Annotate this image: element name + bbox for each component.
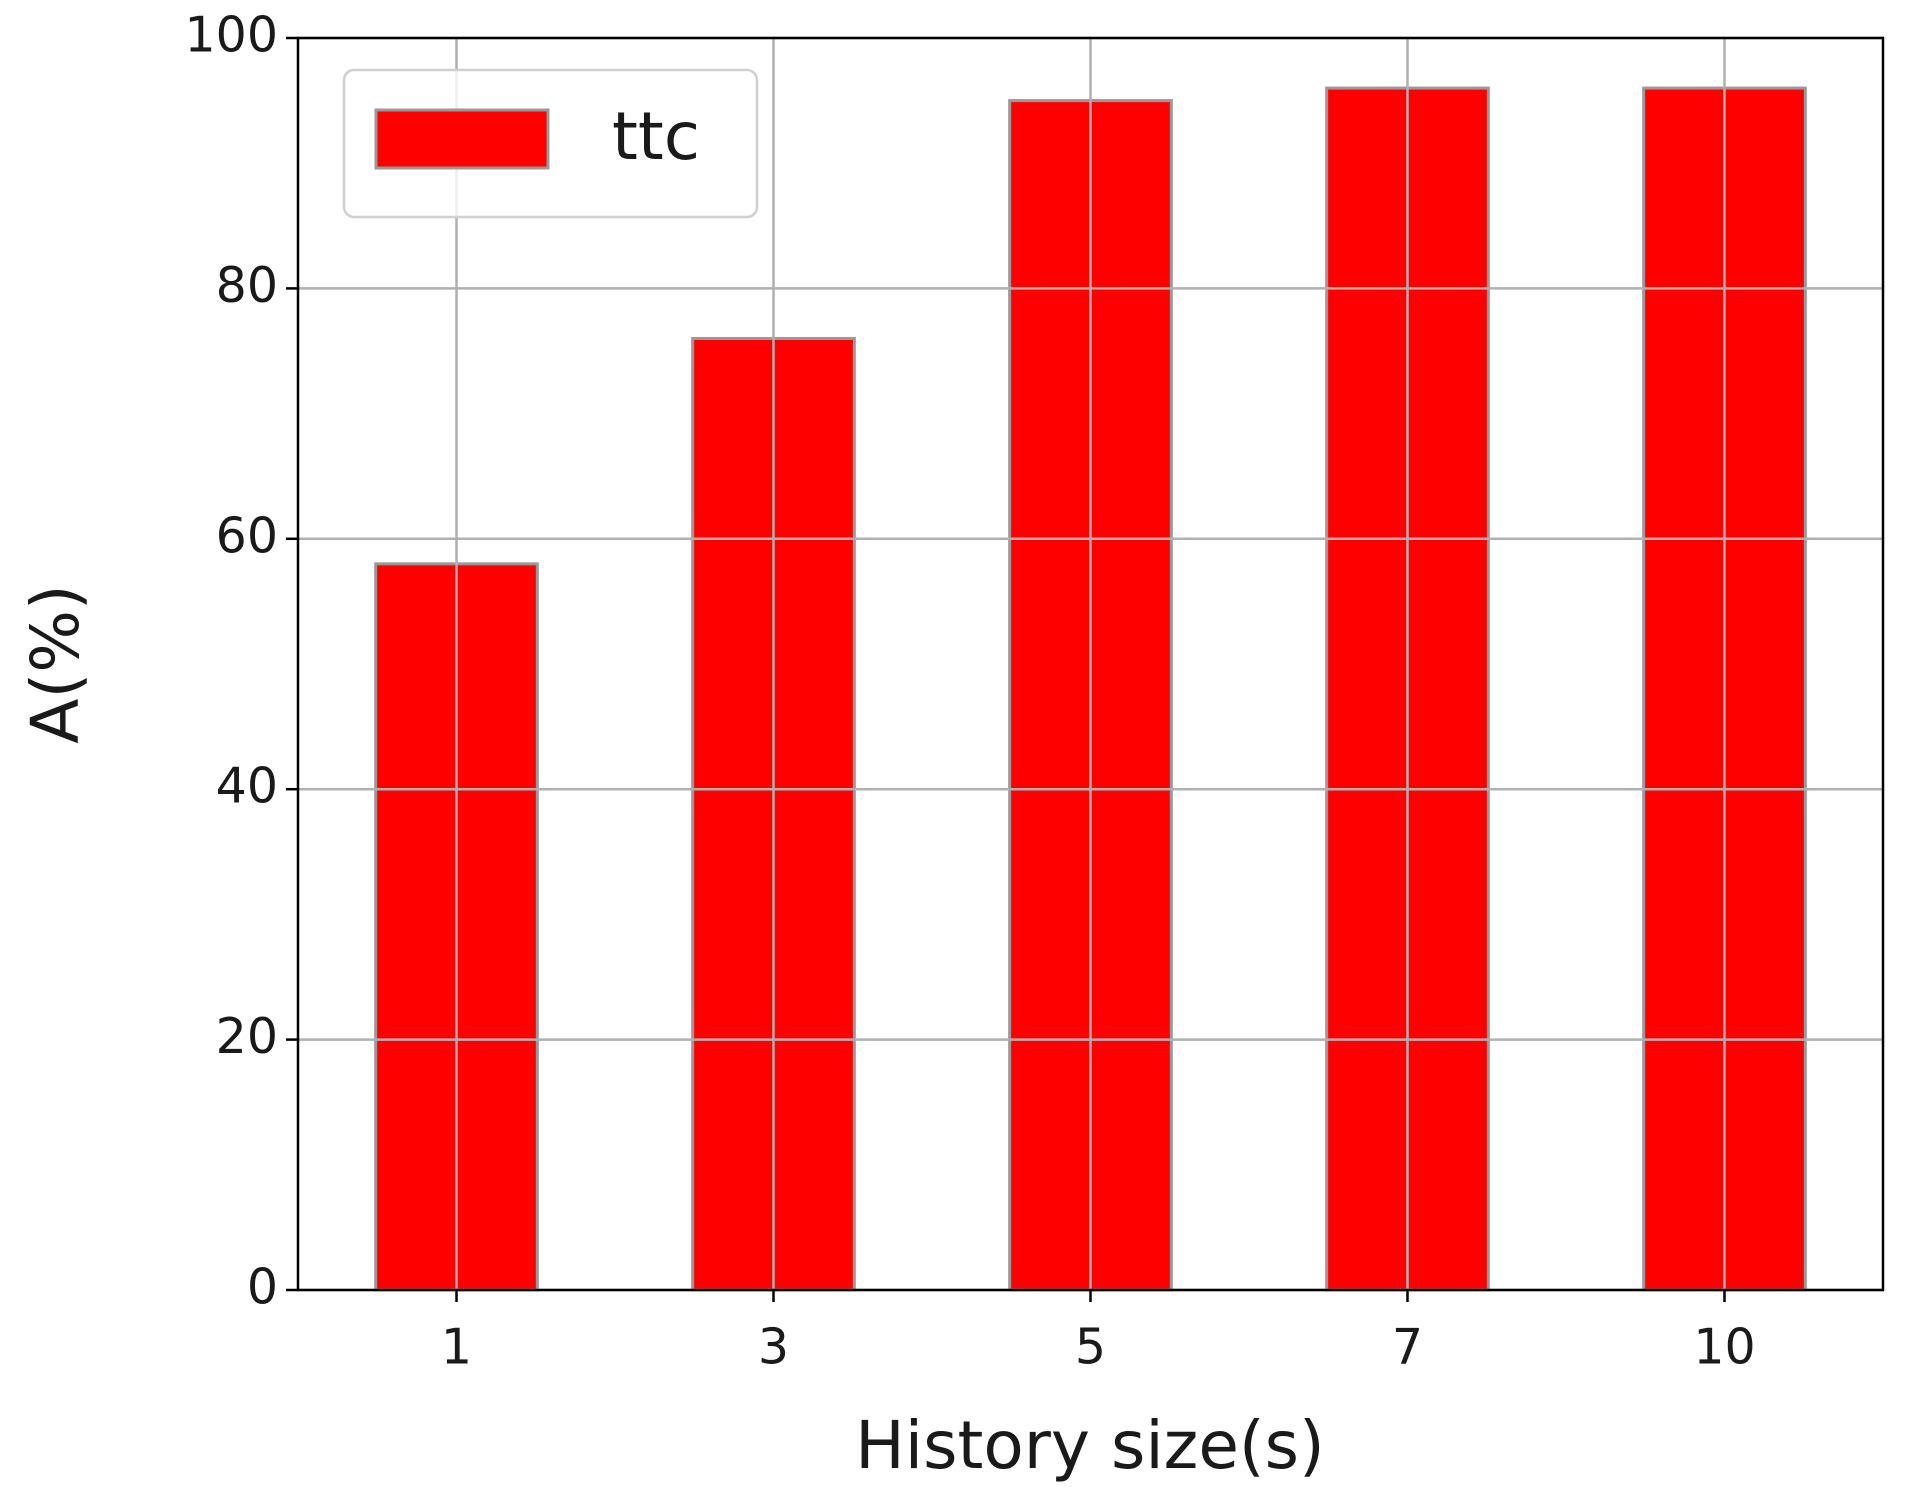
y-tick-label: 0 [247,1259,278,1316]
y-tick-label: 60 [216,507,278,564]
y-tick-label: 80 [216,257,278,314]
legend-box [342,68,759,219]
legend-swatch [374,108,550,170]
y-tick-label: 40 [216,758,278,815]
legend-label: ttc [612,98,700,175]
x-axis-label: History size(s) [855,1407,1325,1484]
y-tick-label: 20 [216,1008,278,1065]
x-tick-label: 5 [1075,1319,1106,1376]
y-tick-label: 100 [184,7,278,64]
x-tick-label: 3 [758,1319,789,1376]
x-tick-label: 1 [441,1319,472,1376]
x-tick-label: 10 [1693,1319,1755,1376]
y-axis-label: A(%) [17,584,94,743]
x-tick-label: 7 [1392,1319,1423,1376]
